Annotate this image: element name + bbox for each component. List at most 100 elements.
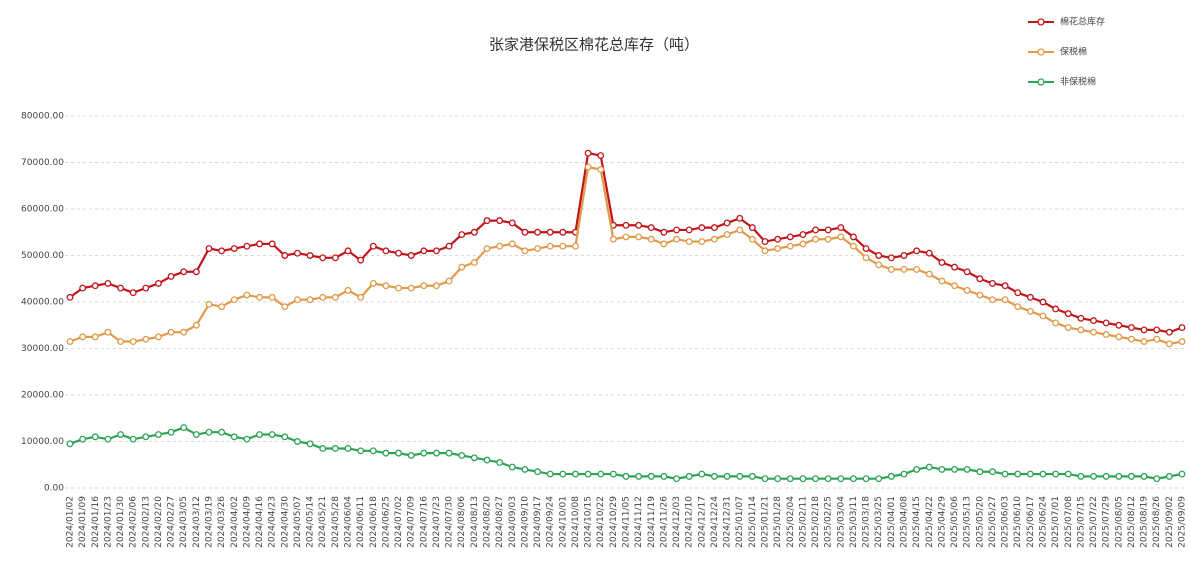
data-point [369,447,377,455]
x-tick-label: 2024/12/03 [672,496,682,548]
data-point [534,228,541,236]
x-tick-label: 2024/01/09 [78,496,88,548]
data-point [91,433,99,441]
data-point [862,254,870,262]
x-tick-label: 2024/01/16 [91,496,101,548]
data-point [1001,282,1009,290]
data-point [622,233,630,241]
data-point [673,475,680,483]
data-point [483,456,491,464]
x-tick-label: 2025/07/29 [1102,496,1112,548]
data-point [647,235,655,243]
x-tick-label: 2024/08/27 [495,496,505,548]
x-tick-label: 2025/06/24 [1039,496,1049,548]
data-point [1128,335,1135,343]
x-tick-label: 2024/09/10 [520,496,530,548]
data-point [1153,326,1161,334]
data-point [837,224,845,232]
x-tick-label: 2024/03/05 [179,496,189,548]
data-point [887,266,895,273]
data-point [167,272,175,280]
x-tick-label: 2024/12/24 [710,496,720,548]
data-point [142,284,150,292]
data-point [786,475,794,483]
data-point [559,242,567,250]
data-point [66,338,74,345]
x-tick-label: 2024/05/28 [331,496,341,548]
x-tick-label: 2025/02/04 [786,496,796,548]
data-point [609,235,617,243]
data-point [1090,472,1097,480]
data-point [597,166,605,173]
data-point [155,333,162,341]
data-point [1026,470,1034,478]
data-point [875,475,883,483]
data-point [243,435,251,443]
data-point [357,256,365,264]
data-point [660,228,668,236]
data-point [900,252,908,259]
data-point [584,470,592,478]
legend-label: 棉花总库存 [1060,16,1105,28]
data-point [192,321,200,329]
data-point [382,247,390,255]
data-point [925,463,933,471]
data-point [875,261,883,269]
data-point [774,245,782,252]
data-point [1140,338,1148,345]
x-tick-label: 2024/04/30 [280,496,290,548]
data-point [407,252,415,259]
x-tick-label: 2024/01/30 [116,496,126,548]
data-point [79,333,87,341]
x-tick-label: 2024/11/12 [634,496,644,548]
data-point [647,224,655,232]
data-point [976,291,984,299]
data-point [963,286,971,294]
data-point [748,472,756,480]
x-tick-label: 2024/04/23 [268,496,278,548]
data-point [483,245,491,252]
data-point [761,238,769,245]
x-tick-label: 2025/02/18 [811,496,821,548]
data-point [155,431,162,438]
x-tick-label: 2025/09/09 [1178,496,1188,548]
y-tick-label: 40000.00 [21,298,64,308]
data-point [458,263,466,271]
data-point [1014,470,1022,478]
legend-marker [1037,18,1045,26]
data-point [951,465,958,473]
data-point [774,475,782,483]
data-point [837,233,845,241]
data-point [673,235,680,243]
x-tick-label: 2025/08/12 [1127,496,1137,548]
data-point [799,240,807,248]
data-point [230,433,238,441]
x-tick-label: 2025/01/07 [735,496,745,548]
data-point [306,440,314,448]
data-point [1153,335,1161,343]
x-tick-label: 2025/05/20 [975,496,985,548]
data-point [218,303,226,311]
x-tick-label: 2024/06/18 [369,496,379,548]
data-point [546,242,554,250]
data-point [584,149,592,157]
data-point [989,468,996,476]
x-tick-label: 2024/07/09 [407,496,417,548]
data-point [496,217,504,225]
legend-label: 非保税棉 [1060,76,1096,88]
legend-label: 保税棉 [1060,46,1087,58]
data-point [369,279,377,287]
data-point [736,214,744,222]
data-point [445,242,453,250]
data-point [66,293,74,301]
data-point [786,233,794,241]
data-point [1178,324,1186,332]
y-tick-label: 80000.00 [21,112,64,122]
x-tick-label: 2024/10/22 [596,496,606,548]
data-point [294,438,301,445]
x-tick-label: 2024/08/20 [483,496,493,548]
data-point [799,231,807,239]
data-point [1039,312,1047,320]
data-point [622,221,630,229]
data-point [850,233,857,241]
